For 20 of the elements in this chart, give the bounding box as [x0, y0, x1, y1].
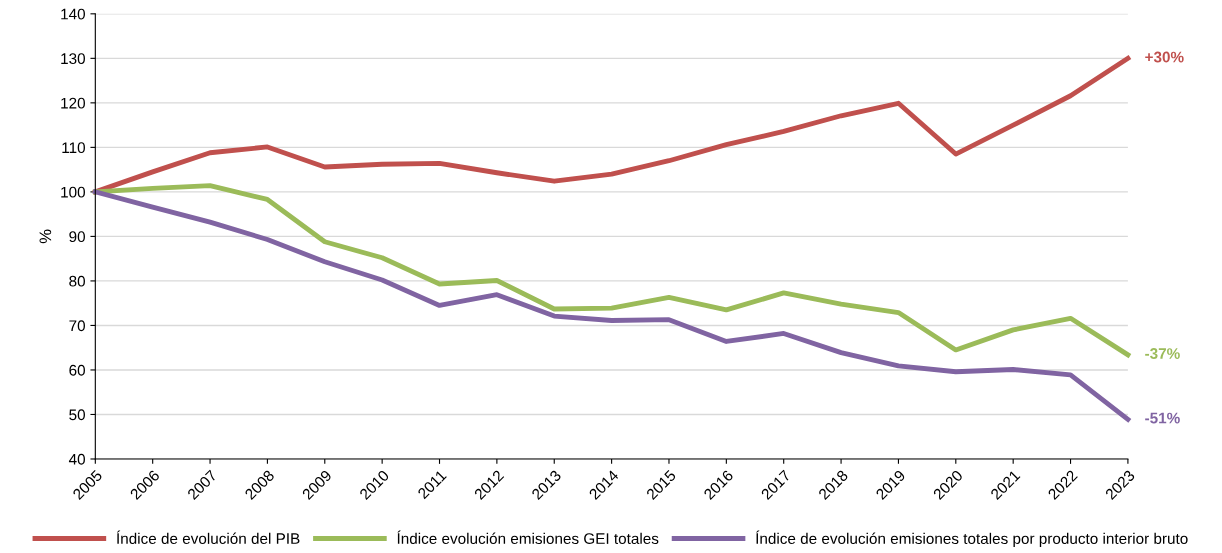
y-tick-label: 60: [69, 364, 85, 376]
text: +30%: [1145, 51, 1184, 63]
y-tick-label: 80: [69, 275, 85, 287]
legend-label: Índice evolución emisiones GEI totales: [397, 530, 659, 545]
y-tick-label: 90: [69, 231, 85, 243]
legend-label: Índice de evolución emisiones totales por producto interior bruto: [756, 530, 1188, 548]
y-tick-label: 130: [61, 53, 85, 65]
line-series: [92, 189, 1131, 422]
y-tick-label: 140: [61, 8, 85, 20]
y-tick-label: 100: [61, 186, 85, 198]
y-tick-label: 50: [69, 409, 85, 421]
text: -51%: [1145, 412, 1180, 424]
text: -37%: [1145, 348, 1180, 359]
y-tick-label: 120: [61, 97, 85, 109]
y-tick-label: 70: [69, 320, 85, 332]
y-tick-label: 40: [68, 453, 85, 465]
y-tick-label: 110: [62, 142, 85, 154]
y-axis-title: %: [39, 229, 52, 244]
legend-label: Índice de evolución del PIB: [117, 530, 300, 545]
line-series: [92, 55, 1131, 195]
